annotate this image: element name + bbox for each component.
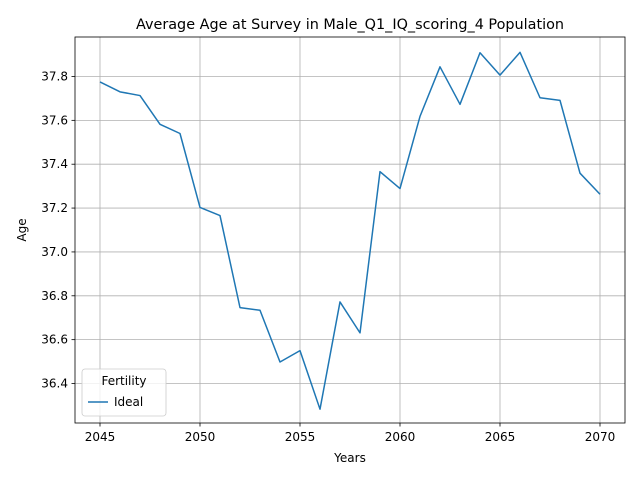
legend-label: Ideal: [114, 395, 143, 409]
grid-lines: [75, 37, 625, 423]
legend-title: Fertility: [101, 374, 146, 388]
x-tick-label: 2060: [385, 430, 416, 444]
legend: Fertility Ideal: [81, 368, 167, 417]
y-tick-label: 37.6: [41, 113, 68, 127]
chart-title: Average Age at Survey in Male_Q1_IQ_scor…: [136, 17, 564, 33]
x-axis-ticks: 2045 2050 2055 2060 2065 2070: [85, 423, 616, 444]
plot-area: [75, 37, 625, 423]
series-line-ideal: [99, 51, 601, 410]
x-tick-label: 2045: [85, 430, 116, 444]
y-axis-ticks: 36.4 36.6 36.8 37.0 37.2 37.4 37.6 37.8: [41, 69, 75, 391]
x-tick-label: 2065: [485, 430, 516, 444]
y-tick-label: 37.2: [41, 201, 68, 215]
y-tick-label: 37.8: [41, 69, 68, 83]
y-tick-label: 36.4: [41, 377, 68, 391]
y-axis-label: Age: [15, 218, 29, 241]
x-axis-label: Years: [333, 451, 366, 465]
y-tick-label: 37.4: [41, 157, 68, 171]
plot-frame: [74, 36, 626, 424]
y-tick-label: 36.8: [41, 289, 68, 303]
y-tick-label: 37.0: [41, 245, 68, 259]
x-tick-label: 2050: [185, 430, 216, 444]
y-tick-label: 36.6: [41, 333, 68, 347]
axes-frame: [74, 36, 626, 424]
legend-box: [81, 368, 167, 417]
x-tick-label: 2055: [285, 430, 316, 444]
x-tick-label: 2070: [585, 430, 616, 444]
series-layer: [99, 51, 601, 410]
